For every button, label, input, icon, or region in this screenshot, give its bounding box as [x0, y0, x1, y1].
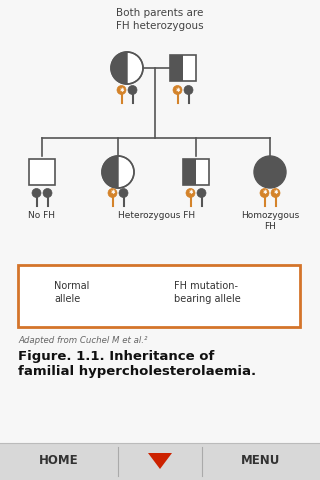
Text: ✱: ✱ — [188, 191, 193, 195]
Circle shape — [119, 189, 128, 197]
Text: Homozygous
FH: Homozygous FH — [241, 211, 299, 231]
Text: ✱: ✱ — [175, 87, 180, 93]
Text: No FH: No FH — [28, 211, 55, 220]
Circle shape — [271, 189, 280, 197]
Circle shape — [173, 85, 182, 95]
Bar — [170, 55, 183, 81]
Bar — [18, 265, 300, 327]
Text: ✱: ✱ — [110, 191, 115, 195]
Text: FH mutation-
bearing allele: FH mutation- bearing allele — [174, 281, 241, 304]
Text: familial hypercholesterolaemia.: familial hypercholesterolaemia. — [18, 365, 256, 378]
Circle shape — [117, 85, 126, 95]
Text: Adapted from Cuchel M et al.²: Adapted from Cuchel M et al.² — [18, 336, 148, 345]
Text: ✱: ✱ — [273, 191, 278, 195]
Polygon shape — [148, 453, 172, 469]
Text: ✱: ✱ — [262, 191, 267, 195]
Circle shape — [184, 85, 193, 95]
Wedge shape — [127, 52, 143, 84]
Text: HOME: HOME — [39, 455, 79, 468]
Bar — [183, 159, 209, 185]
Text: ✱: ✱ — [119, 87, 124, 93]
Circle shape — [186, 189, 195, 197]
Bar — [196, 159, 209, 185]
Text: ✱: ✱ — [38, 280, 42, 286]
Text: Figure. 1.1. Inheritance of: Figure. 1.1. Inheritance of — [18, 350, 214, 363]
Circle shape — [128, 85, 137, 95]
Bar — [0, 443, 320, 480]
Circle shape — [36, 278, 44, 288]
Circle shape — [197, 189, 206, 197]
Circle shape — [32, 189, 41, 197]
Bar — [29, 159, 55, 185]
Bar — [183, 159, 196, 185]
Text: Heterozygous FH: Heterozygous FH — [118, 211, 196, 220]
Circle shape — [156, 278, 164, 288]
Circle shape — [43, 189, 52, 197]
Bar — [170, 55, 196, 81]
Text: MENU: MENU — [241, 455, 281, 468]
Wedge shape — [102, 156, 118, 188]
Text: Normal
allele: Normal allele — [54, 281, 89, 304]
Text: Both parents are
FH heterozygous: Both parents are FH heterozygous — [116, 8, 204, 31]
Wedge shape — [118, 156, 134, 188]
Circle shape — [254, 156, 286, 188]
Circle shape — [108, 189, 117, 197]
Wedge shape — [111, 52, 127, 84]
Circle shape — [260, 189, 269, 197]
Bar — [183, 55, 196, 81]
